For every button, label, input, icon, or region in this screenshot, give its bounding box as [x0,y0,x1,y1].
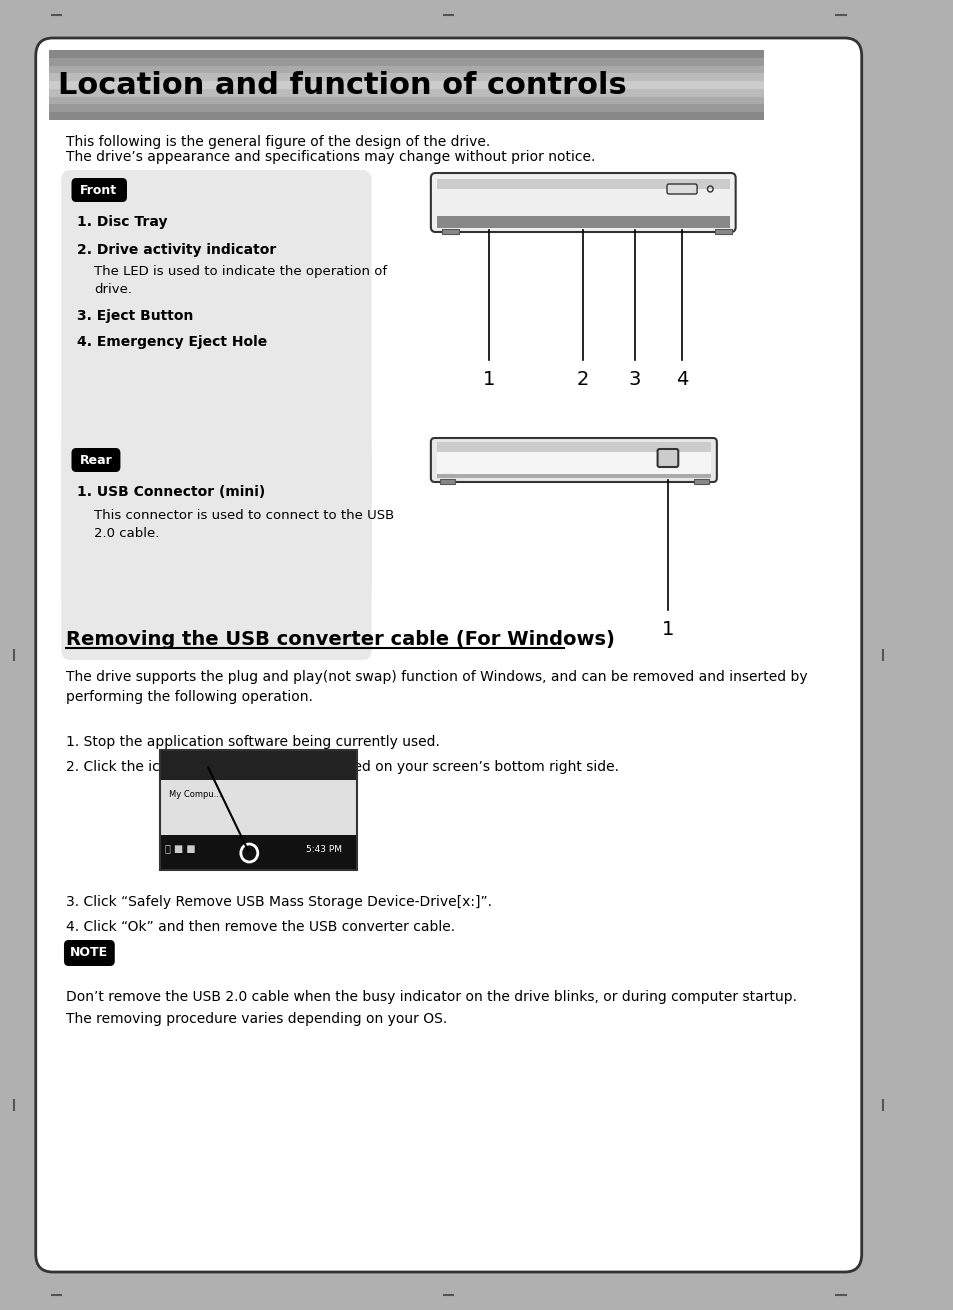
Bar [714,229,731,234]
Bar [49,89,763,97]
Bar [436,452,710,476]
Text: 4. Emergency Eject Hole: 4. Emergency Eject Hole [77,335,267,348]
FancyBboxPatch shape [431,438,716,482]
Text: 4: 4 [675,369,687,389]
Text: Rear: Rear [79,453,112,466]
Bar [160,779,357,834]
Text: drive.: drive. [94,283,132,296]
Text: Don’t remove the USB 2.0 cable when the busy indicator on the drive blinks, or d: Don’t remove the USB 2.0 cable when the … [66,990,796,1003]
Text: Location and function of controls: Location and function of controls [58,71,626,100]
Text: ⎙: ⎙ [166,760,172,770]
Text: Front: Front [80,183,117,196]
Text: My Compu...: My Compu... [169,790,222,799]
Bar [436,179,729,189]
Text: NOTE: NOTE [71,947,109,959]
Text: 2.0 cable.: 2.0 cable. [94,527,159,540]
Text: The LED is used to indicate the operation of: The LED is used to indicate the operatio… [94,265,387,278]
FancyBboxPatch shape [64,941,114,965]
Text: This connector is used to connect to the USB: This connector is used to connect to the… [94,510,394,521]
Bar [436,474,710,478]
FancyBboxPatch shape [35,38,861,1272]
FancyBboxPatch shape [71,448,120,472]
Text: 2. Drive activity indicator: 2. Drive activity indicator [77,242,276,257]
FancyBboxPatch shape [71,178,127,202]
Text: ⎈ ■ ■: ⎈ ■ ■ [165,844,195,853]
Text: 4. Click “Ok” and then remove the USB converter cable.: 4. Click “Ok” and then remove the USB co… [66,920,455,934]
Bar [436,216,729,228]
Bar [49,81,763,89]
Bar [49,50,763,121]
Text: The drive supports the plug and play(not swap) function of Windows, and can be r: The drive supports the plug and play(not… [66,669,806,703]
Bar [49,50,763,58]
Bar [49,58,763,66]
Bar [441,229,458,234]
Text: This following is the general figure of the design of the drive.: This following is the general figure of … [66,135,490,149]
Text: 3. Eject Button: 3. Eject Button [77,309,193,324]
Text: 1: 1 [482,369,495,389]
Text: 1. USB Connector (mini): 1. USB Connector (mini) [77,485,265,499]
Text: The removing procedure varies depending on your OS.: The removing procedure varies depending … [66,1013,447,1026]
Bar [694,479,709,483]
Text: 1. Disc Tray: 1. Disc Tray [77,215,168,229]
Text: Removing the USB converter cable (For Windows): Removing the USB converter cable (For Wi… [66,630,614,648]
Bar [436,441,710,452]
Text: 5:43 PM: 5:43 PM [305,845,341,854]
FancyBboxPatch shape [61,170,372,600]
Bar [439,479,455,483]
Text: 3. Click “Safely Remove USB Mass Storage Device-Drive[x:]”.: 3. Click “Safely Remove USB Mass Storage… [66,895,492,909]
Text: 2. Click the icon “    ” of the taskbar located on your screen’s bottom right si: 2. Click the icon “ ” of the taskbar loc… [66,760,618,774]
FancyBboxPatch shape [61,440,372,660]
FancyBboxPatch shape [431,173,735,232]
Text: 1. Stop the application software being currently used.: 1. Stop the application software being c… [66,735,439,749]
FancyBboxPatch shape [666,183,697,194]
Text: 1: 1 [661,620,674,639]
Bar [49,97,763,105]
Text: The drive’s appearance and specifications may change without prior notice.: The drive’s appearance and specification… [66,151,595,164]
Text: 3: 3 [628,369,640,389]
Bar [49,66,763,73]
Bar [49,73,763,81]
Bar [160,751,357,870]
Text: 2: 2 [577,369,589,389]
Bar [160,751,357,779]
Bar [160,834,357,870]
Bar [49,113,763,121]
FancyBboxPatch shape [657,449,678,466]
Bar [49,105,763,113]
